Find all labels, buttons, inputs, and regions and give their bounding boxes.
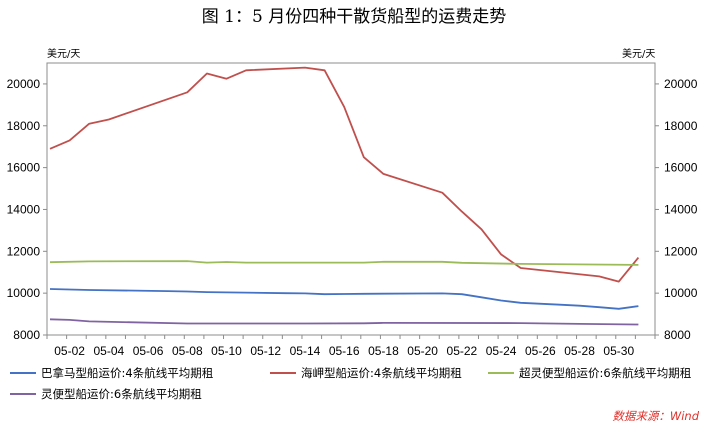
y-tick-label-left: 10000 bbox=[7, 286, 41, 300]
x-tick-label: 05-16 bbox=[329, 344, 360, 358]
legend-label: 超灵便型船运价:6条航线平均期租 bbox=[519, 366, 692, 380]
y-unit-left: 美元/天 bbox=[47, 47, 80, 60]
plot-border bbox=[46, 62, 656, 336]
series-line bbox=[49, 260, 639, 266]
x-tick-label: 05-06 bbox=[133, 344, 164, 358]
y-tick-label-left: 14000 bbox=[7, 202, 41, 216]
plot-area bbox=[46, 62, 656, 336]
x-tick-label: 05-08 bbox=[172, 344, 203, 358]
y-axis-right: 8000 10000 12000 14000 16000 18000 20000 bbox=[655, 77, 698, 342]
y-tick-label-left: 20000 bbox=[7, 77, 41, 91]
x-tick-label: 05-14 bbox=[290, 344, 321, 358]
chart-title: 图 1：5 月份四种干散货船型的运费走势 bbox=[202, 7, 506, 27]
x-tick-label: 05-26 bbox=[525, 344, 556, 358]
y-tick-label-left: 18000 bbox=[7, 119, 41, 133]
x-tick-label: 05-10 bbox=[211, 344, 242, 358]
y-tick-label-right: 16000 bbox=[664, 161, 698, 175]
y-tick-label-right: 8000 bbox=[664, 328, 691, 342]
y-tick-label-right: 12000 bbox=[664, 244, 698, 258]
y-tick-label-right: 18000 bbox=[664, 119, 698, 133]
series-lines bbox=[49, 66, 640, 326]
series-line bbox=[49, 66, 640, 283]
x-tick-label: 05-18 bbox=[368, 344, 399, 358]
series-line bbox=[49, 318, 639, 326]
x-tick-label: 05-30 bbox=[603, 344, 634, 358]
y-tick-label-left: 8000 bbox=[13, 328, 40, 342]
x-tick-label: 05-04 bbox=[93, 344, 124, 358]
source-note: 数据来源：Wind bbox=[612, 409, 699, 423]
legend-label: 灵便型船运价:6条航线平均期租 bbox=[41, 387, 202, 401]
y-tick-label-left: 16000 bbox=[7, 161, 41, 175]
legend-label: 海岬型船运价:4条航线平均期租 bbox=[301, 366, 462, 380]
x-tick-label: 05-24 bbox=[486, 344, 517, 358]
y-tick-label-right: 14000 bbox=[664, 202, 698, 216]
x-tick-label: 05-28 bbox=[564, 344, 595, 358]
series-line bbox=[49, 288, 639, 310]
x-tick-label: 05-12 bbox=[250, 344, 281, 358]
x-tick-label: 05-02 bbox=[54, 344, 85, 358]
y-tick-label-left: 12000 bbox=[7, 244, 41, 258]
y-tick-label-right: 10000 bbox=[664, 286, 698, 300]
y-axis-left: 8000 10000 12000 14000 16000 18000 20000 bbox=[7, 77, 47, 342]
y-unit-right: 美元/天 bbox=[622, 47, 655, 60]
legend-label: 巴拿马型船运价:4条航线平均期租 bbox=[41, 366, 214, 380]
x-axis: 05-02 05-04 05-06 05-08 05-10 05-12 05-14 05-16… bbox=[46, 335, 656, 358]
legend: 巴拿马型船运价:4条航线平均期租 海岬型船运价:4条航线平均期租 超灵便型船运价:6… bbox=[10, 366, 692, 401]
x-tick-label: 05-22 bbox=[447, 344, 478, 358]
x-tick-label: 05-20 bbox=[407, 344, 438, 358]
y-tick-label-right: 20000 bbox=[664, 77, 698, 91]
